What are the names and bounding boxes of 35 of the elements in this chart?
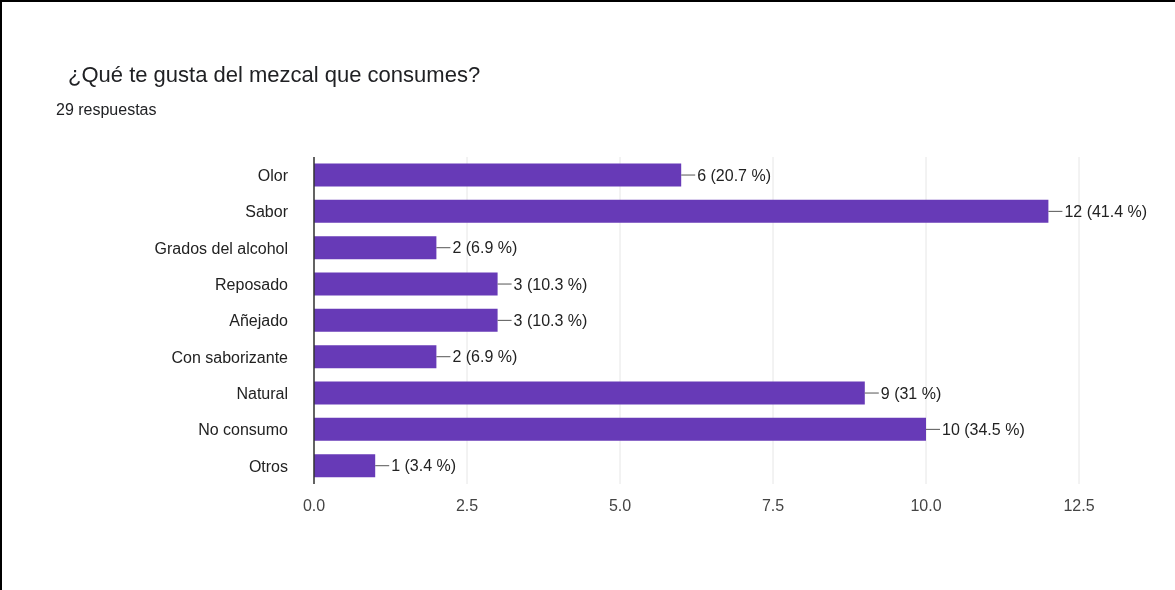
bar — [314, 454, 376, 478]
x-tick-label: 10.0 — [910, 497, 942, 515]
data-label: 12 (41.4 %) — [1064, 202, 1148, 220]
y-tick-label: Con saborizante — [171, 348, 289, 366]
bar — [314, 417, 926, 441]
data-label: 9 (31 %) — [880, 384, 942, 402]
y-tick-label: Añejado — [229, 312, 289, 330]
text: 29 respuestas — [56, 101, 157, 119]
bar — [314, 308, 498, 332]
data-label: 2 (6.9 %) — [452, 239, 518, 257]
bar — [314, 381, 865, 405]
y-tick-label: Otros — [248, 457, 288, 475]
y-tick-label: Natural — [236, 384, 288, 402]
y-tick-label: Sabor — [245, 203, 289, 221]
bar — [314, 163, 682, 187]
data-label: 1 (3.4 %) — [391, 457, 457, 475]
bar — [314, 272, 498, 296]
x-tick-label: 2.5 — [455, 497, 479, 515]
y-tick-label: Reposado — [215, 275, 289, 293]
data-label: 2 (6.9 %) — [452, 348, 518, 366]
x-tick-label: 0.0 — [302, 497, 326, 515]
bar — [314, 236, 437, 260]
data-label: 3 (10.3 %) — [513, 311, 588, 329]
y-tick-label: No consumo — [198, 421, 289, 439]
data-label: 6 (20.7 %) — [697, 166, 772, 184]
x-tick-label: 5.0 — [608, 497, 632, 515]
x-tick-label: 7.5 — [761, 497, 785, 515]
y-tick-label: Olor — [257, 166, 289, 184]
data-label: 10 (34.5 %) — [942, 420, 1025, 438]
y-tick-label: Grados del alcohol — [154, 239, 288, 257]
bar — [314, 345, 437, 369]
chart-title: ¿Qué te gusta del mezcal que consumes? — [68, 62, 481, 88]
data-label: 3 (10.3 %) — [513, 275, 588, 293]
x-tick-label: 12.5 — [1063, 497, 1095, 515]
bar — [314, 199, 1049, 223]
